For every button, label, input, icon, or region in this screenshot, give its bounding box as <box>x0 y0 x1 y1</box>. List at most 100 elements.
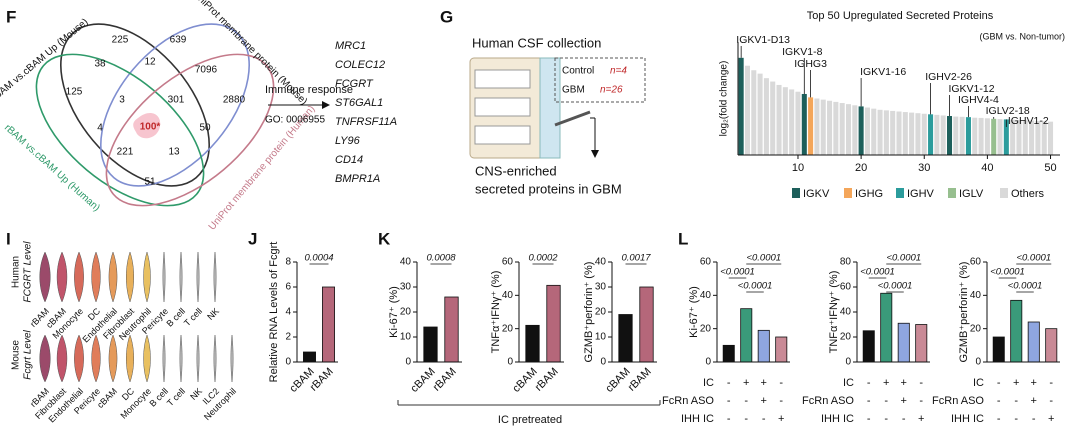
venn-count: 4 <box>97 123 103 134</box>
violin <box>213 251 217 303</box>
arrow-label: Immune response <box>265 84 353 96</box>
y-tick-label: 4 <box>285 307 291 318</box>
panel-letter: L <box>678 229 688 248</box>
bar <box>902 112 908 155</box>
bar <box>1048 121 1054 155</box>
bar <box>795 91 801 155</box>
y-tick-label: 0 <box>507 357 513 368</box>
violin <box>162 334 166 383</box>
bar <box>864 107 870 155</box>
panel-letter: G <box>440 7 453 26</box>
condition-sign: - <box>1049 395 1053 407</box>
x-tick-label: T cell <box>165 386 187 408</box>
bar <box>757 329 770 363</box>
violin <box>91 334 101 383</box>
x-tick-label: 10 <box>792 162 804 174</box>
venn-set <box>100 23 250 187</box>
bar <box>1010 119 1016 155</box>
bar <box>858 106 864 155</box>
bar <box>852 105 858 155</box>
annotation: IGKV1-8 <box>782 46 822 58</box>
bar <box>972 117 978 155</box>
y-tick-label: 2 <box>285 332 291 343</box>
bar <box>1022 120 1028 155</box>
bar <box>444 296 459 363</box>
bar <box>782 87 788 155</box>
venn-count: 13 <box>168 147 180 158</box>
gene: MRC1 <box>335 40 366 52</box>
venn-count: 12 <box>144 57 156 68</box>
x-tick-label: NK <box>205 306 221 322</box>
condition-label: IC <box>843 377 854 389</box>
bar <box>776 84 782 155</box>
y-tick-label: 8 <box>285 257 291 268</box>
annotation: IGKV1-D13 <box>736 34 790 46</box>
x-tick-label: B cell <box>147 386 170 409</box>
violin <box>143 251 151 303</box>
panel-letter: K <box>378 229 391 248</box>
title: Human CSF collection <box>472 35 601 50</box>
x-tick-label: rBAM <box>533 366 561 394</box>
axis-label: Human <box>11 256 22 288</box>
x-tick-label: cBAM <box>510 366 539 395</box>
p-value: <0.0001 <box>860 267 895 278</box>
p-value: 0.0008 <box>426 253 456 264</box>
label: GBM <box>562 85 585 96</box>
bar <box>965 117 971 155</box>
venn-count: 51 <box>144 177 156 188</box>
bar <box>820 99 826 155</box>
condition-label: IC <box>973 377 984 389</box>
y-tick-label: 80 <box>840 257 852 268</box>
caption: secreted proteins in GBM <box>475 181 622 196</box>
bar <box>423 326 438 363</box>
y-axis-label: Relative RNA Levels of Fcgrt <box>268 242 280 383</box>
violin <box>108 334 118 383</box>
x-tick-label: cBAM <box>408 366 437 395</box>
bar <box>915 113 921 155</box>
bar <box>618 314 633 363</box>
p-value: 0.0002 <box>528 253 558 264</box>
bar <box>1016 119 1022 155</box>
annotation: IGHG3 <box>794 58 827 70</box>
bar <box>546 284 561 363</box>
bar <box>959 116 965 155</box>
bar <box>740 308 753 363</box>
annotation: IGHV1-2 <box>1008 115 1049 127</box>
y-tick-label: 60 <box>840 282 852 293</box>
gene: LY96 <box>335 135 361 147</box>
y-tick-label: 0 <box>705 357 711 368</box>
condition-sign: + <box>1031 395 1037 407</box>
condition-sign: - <box>919 395 923 407</box>
bar <box>775 336 788 363</box>
go-term: GO: 0006955 <box>265 115 325 126</box>
condition-sign: - <box>919 377 923 389</box>
bar <box>525 324 540 363</box>
venn-count: 125 <box>66 87 83 98</box>
y-tick-label: 60 <box>700 257 712 268</box>
bar <box>992 336 1005 363</box>
y-tick-label: 0 <box>405 357 411 368</box>
csf <box>539 57 561 159</box>
venn-set <box>60 23 210 187</box>
violin <box>91 251 101 303</box>
condition-sign: - <box>884 413 888 425</box>
venn-set <box>105 53 275 207</box>
x-tick-label: 20 <box>855 162 867 174</box>
vertebra <box>474 69 531 89</box>
condition-sign: + <box>743 377 749 389</box>
annotation: IGHV2-26 <box>925 71 972 83</box>
bar <box>978 117 984 155</box>
legend-swatch <box>896 188 904 198</box>
condition-sign: + <box>901 395 907 407</box>
condition-label: IHH IC <box>681 413 714 425</box>
p-value: <0.0001 <box>886 253 921 264</box>
y-tick-label: 30 <box>595 282 607 293</box>
y-tick-label: 40 <box>400 257 412 268</box>
y-tick-label: 20 <box>595 307 607 318</box>
y-tick-label: 40 <box>970 290 982 301</box>
condition-sign: - <box>727 395 731 407</box>
bar <box>751 70 757 155</box>
x-tick-label: rBAM <box>626 366 654 394</box>
condition-label: FcRn ASO <box>802 395 854 407</box>
